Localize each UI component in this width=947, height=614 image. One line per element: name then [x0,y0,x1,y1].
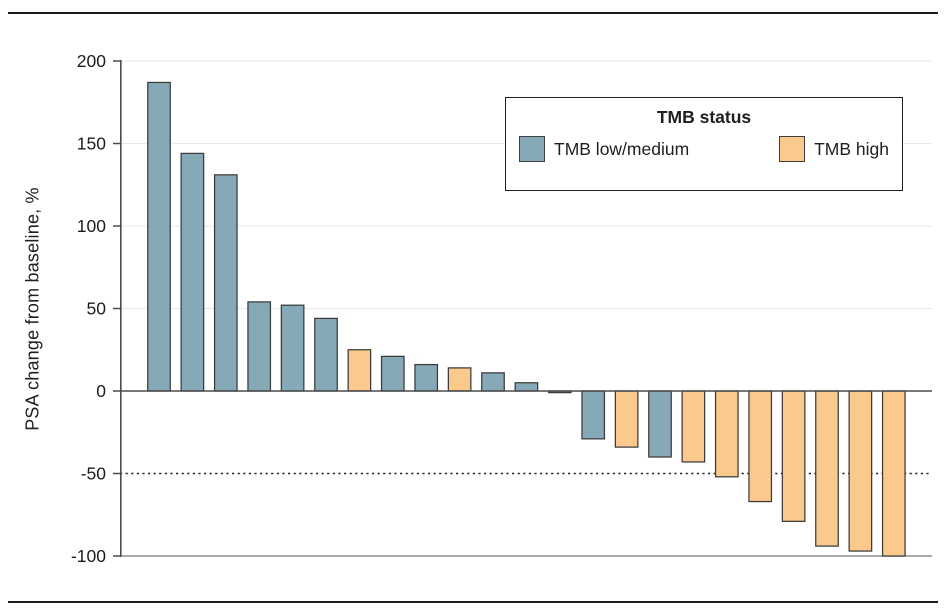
figure-top-rule [8,12,938,15]
bar [280,304,305,392]
bar [581,390,606,440]
y-tick-label: 0 [96,381,106,401]
bar [380,355,405,392]
bar [681,390,706,463]
bar [781,390,806,522]
bar [714,390,739,478]
y-axis-title: PSA change from baseline, % [22,187,43,431]
legend: TMB status TMB low/medium TMB high [505,97,903,191]
bar [347,349,372,392]
bar [848,390,873,552]
bar [247,301,272,392]
bar [481,372,505,392]
figure-bottom-rule [8,601,938,604]
bar [815,390,839,547]
legend-label-tmb-low-medium: TMB low/medium [554,138,690,159]
bar [314,317,338,392]
legend-swatch-tmb-high-icon [779,136,806,162]
y-tick-label: 150 [77,134,106,154]
bar [514,382,539,392]
y-tick-label: 100 [77,216,106,236]
y-tick-label: -100 [71,546,106,566]
bar [213,174,238,392]
legend-item-tmb-high: TMB high [779,136,889,162]
bar [748,390,773,503]
legend-title: TMB status [656,107,752,127]
bar [414,363,439,392]
legend-swatch-tmb-low-medium-icon [519,136,545,162]
legend-label-tmb-high: TMB high [814,138,889,159]
y-tick-label: 200 [77,51,106,71]
y-tick-label: 50 [87,299,107,319]
bar [180,152,205,392]
bar [614,390,639,448]
legend-item-tmb-low-medium: TMB low/medium [519,136,689,162]
bar [147,81,171,392]
y-tick-label: -50 [81,464,107,484]
bar [648,390,672,458]
bar [881,390,906,557]
bar [447,367,472,392]
legend-items: TMB low/medium TMB high [506,136,902,162]
